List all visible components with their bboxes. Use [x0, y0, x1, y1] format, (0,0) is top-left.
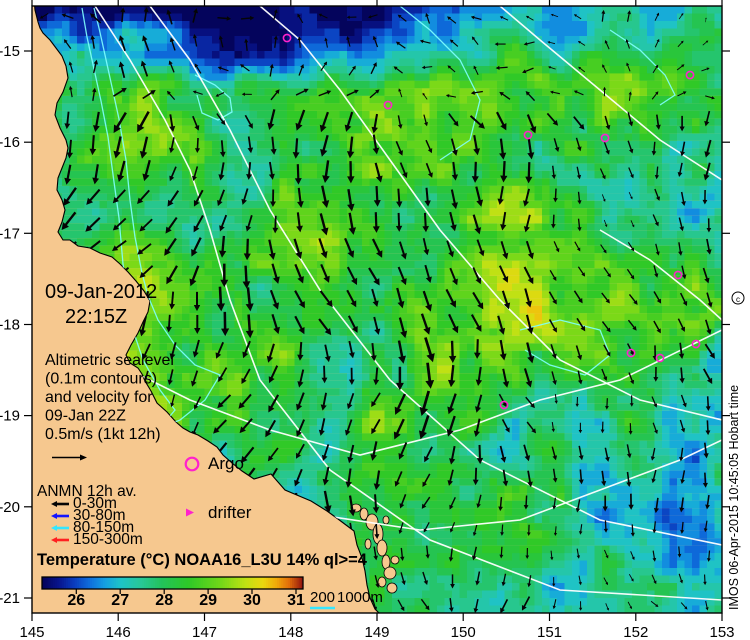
svg-text:-20: -20 — [0, 499, 20, 516]
svg-text:151: 151 — [537, 624, 562, 640]
svg-text:30: 30 — [243, 592, 261, 609]
svg-text:150: 150 — [451, 624, 476, 640]
svg-text:09-Jan-2012: 09-Jan-2012 — [45, 281, 157, 303]
svg-text:150-300m: 150-300m — [73, 531, 143, 548]
svg-text:IMOS 06-Apr-2015 10:45:05 Hoba: IMOS 06-Apr-2015 10:45:05 Hobart time — [727, 385, 741, 610]
svg-text:28: 28 — [155, 592, 173, 609]
svg-text:200: 200 — [310, 589, 335, 606]
svg-text:c: c — [736, 295, 740, 304]
svg-text:-15: -15 — [0, 43, 20, 60]
svg-text:29: 29 — [199, 592, 217, 609]
svg-text:09-Jan 22Z: 09-Jan 22Z — [45, 408, 126, 425]
svg-text:drifter: drifter — [208, 503, 252, 522]
svg-text:153: 153 — [709, 624, 734, 640]
svg-text:145: 145 — [19, 624, 44, 640]
svg-text:1000m: 1000m — [337, 589, 383, 606]
svg-text:27: 27 — [111, 592, 129, 609]
svg-text:149: 149 — [364, 624, 389, 640]
svg-text:Temperature (°C) NOAA16_L3U 14: Temperature (°C) NOAA16_L3U 14% ql>=4 — [37, 551, 368, 569]
svg-text:-19: -19 — [0, 408, 20, 425]
svg-text:31: 31 — [287, 592, 305, 609]
svg-text:Altimetric sealevel: Altimetric sealevel — [45, 352, 174, 369]
svg-text:-16: -16 — [0, 134, 20, 151]
svg-text:22:15Z: 22:15Z — [65, 306, 127, 328]
svg-text:0.5m/s (1kt 12h): 0.5m/s (1kt 12h) — [45, 426, 161, 443]
svg-text:(0.1m contours): (0.1m contours) — [45, 371, 157, 388]
svg-text:26: 26 — [67, 592, 85, 609]
svg-text:147: 147 — [192, 624, 217, 640]
svg-text:152: 152 — [623, 624, 648, 640]
svg-text:148: 148 — [278, 624, 303, 640]
svg-text:Argo: Argo — [208, 454, 244, 473]
svg-text:146: 146 — [106, 624, 131, 640]
svg-text:-21: -21 — [0, 590, 20, 607]
svg-text:-17: -17 — [0, 225, 20, 242]
svg-text:-18: -18 — [0, 317, 20, 334]
svg-text:and velocity for: and velocity for — [45, 389, 153, 406]
